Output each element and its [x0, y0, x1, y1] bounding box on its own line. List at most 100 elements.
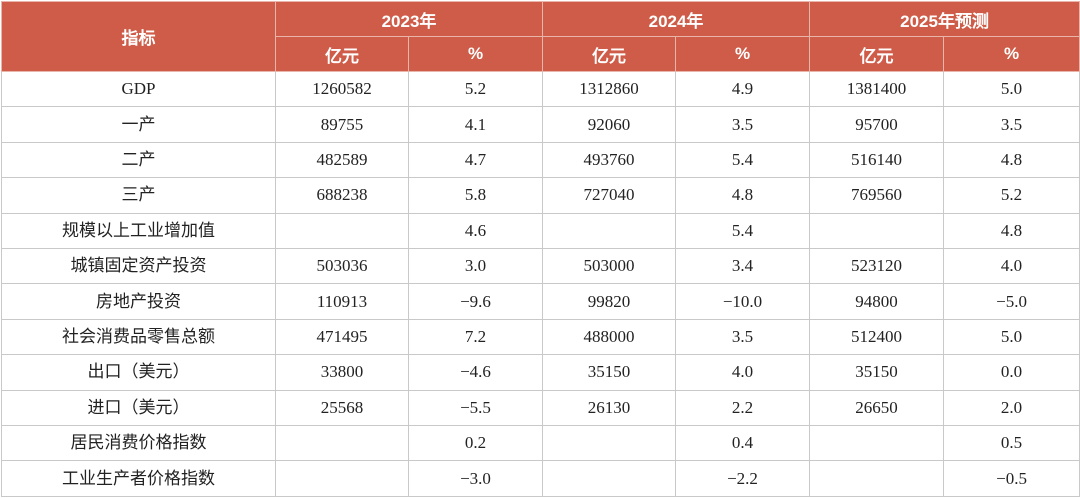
cell-value-pct: 3.5: [943, 106, 1080, 143]
cell-value-pct: −10.0: [675, 283, 811, 320]
row-label: 工业生产者价格指数: [1, 460, 276, 497]
cell-value-pct: 7.2: [407, 318, 544, 356]
cell-value-pct: 4.1: [407, 106, 544, 143]
cell-value-pct: 2.0: [943, 389, 1080, 427]
cell-value-yiyuan: [542, 212, 677, 250]
row-label: 三产: [1, 177, 276, 214]
cell-value-pct: 0.2: [407, 425, 544, 462]
cell-value-yiyuan: 512400: [809, 318, 945, 356]
cell-value-pct: −4.6: [407, 354, 544, 391]
cell-value-pct: −5.5: [407, 389, 544, 427]
cell-value-yiyuan: 35150: [542, 354, 677, 391]
cell-value-yiyuan: 688238: [275, 177, 409, 214]
cell-value-yiyuan: 1381400: [809, 70, 945, 108]
cell-value-yiyuan: 493760: [542, 141, 677, 179]
cell-value-yiyuan: 1312860: [542, 70, 677, 108]
cell-value-pct: 0.5: [943, 425, 1080, 462]
row-label: 城镇固定资产投资: [1, 248, 276, 285]
table-row: 二产 482589 4.7 493760 5.4 516140 4.8: [1, 141, 1080, 179]
table-row: GDP 1260582 5.2 1312860 4.9 1381400 5.0: [1, 70, 1080, 108]
cell-value-pct: 2.2: [675, 389, 811, 427]
table-row: 城镇固定资产投资 503036 3.0 503000 3.4 523120 4.0: [1, 248, 1080, 285]
header-year-2025: 2025年预测: [809, 1, 1080, 37]
cell-value-pct: 0.0: [943, 354, 1080, 391]
header-unit-yiyuan: 亿元: [542, 36, 677, 72]
cell-value-pct: 5.4: [675, 141, 811, 179]
cell-value-pct: −2.2: [675, 460, 811, 497]
cell-value-yiyuan: 488000: [542, 318, 677, 356]
cell-value-pct: 3.4: [675, 248, 811, 285]
cell-value-yiyuan: 503036: [275, 248, 409, 285]
cell-value-pct: 4.9: [675, 70, 811, 108]
table-body: GDP 1260582 5.2 1312860 4.9 1381400 5.0 一产 89755…: [1, 70, 1080, 497]
cell-value-yiyuan: [542, 460, 677, 497]
cell-value-yiyuan: 471495: [275, 318, 409, 356]
cell-value-yiyuan: [809, 212, 945, 250]
cell-value-yiyuan: 727040: [542, 177, 677, 214]
cell-value-pct: −0.5: [943, 460, 1080, 497]
cell-value-pct: 5.2: [407, 70, 544, 108]
cell-value-yiyuan: 110913: [275, 283, 409, 320]
cell-value-pct: 5.4: [675, 212, 811, 250]
cell-value-yiyuan: 99820: [542, 283, 677, 320]
cell-value-yiyuan: [275, 212, 409, 250]
cell-value-pct: 4.8: [675, 177, 811, 214]
header-year-2024: 2024年: [542, 1, 811, 37]
row-label: 一产: [1, 106, 276, 143]
cell-value-pct: 3.5: [675, 106, 811, 143]
cell-value-pct: 4.7: [407, 141, 544, 179]
row-label: 出口（美元）: [1, 354, 276, 391]
table-row: 出口（美元） 33800 −4.6 35150 4.0 35150 0.0: [1, 354, 1080, 391]
cell-value-pct: −5.0: [943, 283, 1080, 320]
cell-value-pct: 4.8: [943, 212, 1080, 250]
cell-value-yiyuan: 89755: [275, 106, 409, 143]
cell-value-yiyuan: [809, 425, 945, 462]
cell-value-yiyuan: 35150: [809, 354, 945, 391]
row-label: 社会消费品零售总额: [1, 318, 276, 356]
cell-value-yiyuan: 503000: [542, 248, 677, 285]
row-label: 规模以上工业增加值: [1, 212, 276, 250]
cell-value-pct: 5.8: [407, 177, 544, 214]
cell-value-yiyuan: 523120: [809, 248, 945, 285]
cell-value-pct: −3.0: [407, 460, 544, 497]
cell-value-yiyuan: 1260582: [275, 70, 409, 108]
table-row: 房地产投资 110913 −9.6 99820 −10.0 94800 −5.0: [1, 283, 1080, 320]
cell-value-yiyuan: 482589: [275, 141, 409, 179]
cell-value-pct: 5.0: [943, 70, 1080, 108]
cell-value-yiyuan: 25568: [275, 389, 409, 427]
table-row: 规模以上工业增加值 4.6 5.4 4.8: [1, 212, 1080, 250]
table-row: 工业生产者价格指数 −3.0 −2.2 −0.5: [1, 460, 1080, 497]
cell-value-yiyuan: [809, 460, 945, 497]
cell-value-yiyuan: 92060: [542, 106, 677, 143]
cell-value-pct: 4.8: [943, 141, 1080, 179]
cell-value-yiyuan: 516140: [809, 141, 945, 179]
cell-value-yiyuan: [542, 425, 677, 462]
table-row: 一产 89755 4.1 92060 3.5 95700 3.5: [1, 106, 1080, 143]
cell-value-pct: 3.0: [407, 248, 544, 285]
cell-value-yiyuan: 26650: [809, 389, 945, 427]
header-unit-pct: %: [943, 36, 1080, 72]
table-row: 进口（美元） 25568 −5.5 26130 2.2 26650 2.0: [1, 389, 1080, 427]
header-row-years: 指标 2023年 2024年 2025年预测: [1, 1, 1080, 72]
header-row-units: 亿元 % 亿元 % 亿元 %: [2, 36, 1080, 72]
row-label: 二产: [1, 141, 276, 179]
cell-value-yiyuan: 26130: [542, 389, 677, 427]
cell-value-yiyuan: 33800: [275, 354, 409, 391]
cell-value-yiyuan: 769560: [809, 177, 945, 214]
cell-value-yiyuan: 95700: [809, 106, 945, 143]
table-row: 居民消费价格指数 0.2 0.4 0.5: [1, 425, 1080, 462]
cell-value-pct: 3.5: [675, 318, 811, 356]
cell-value-yiyuan: 94800: [809, 283, 945, 320]
table-row: 社会消费品零售总额 471495 7.2 488000 3.5 512400 5.0: [1, 318, 1080, 356]
header-unit-yiyuan: 亿元: [275, 36, 409, 72]
header-year-2023: 2023年: [274, 1, 544, 37]
cell-value-pct: −9.6: [407, 283, 544, 320]
row-label: 居民消费价格指数: [1, 425, 276, 462]
cell-value-yiyuan: [275, 425, 409, 462]
header-indicator: 指标: [1, 1, 276, 72]
row-label: GDP: [1, 70, 276, 108]
cell-value-pct: 0.4: [675, 425, 811, 462]
cell-value-yiyuan: [275, 460, 409, 497]
cell-value-pct: 4.0: [675, 354, 811, 391]
